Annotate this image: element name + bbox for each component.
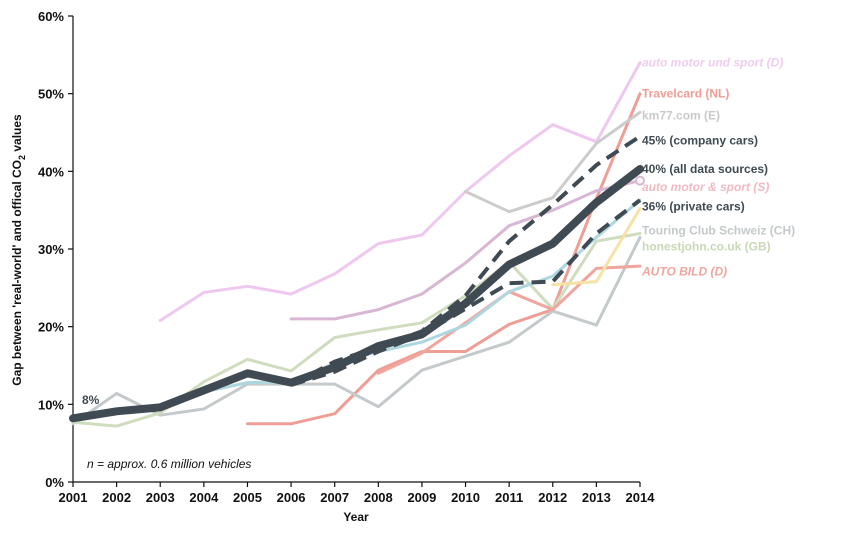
x-axis-title: Year <box>343 510 369 524</box>
series-lines <box>69 61 645 428</box>
y-tick-label: 60% <box>38 9 64 24</box>
x-tick-label: 2004 <box>189 490 219 505</box>
y-ticks: 0% 10% 20% 30% 40% 50% 60% <box>38 9 73 490</box>
y-tick-label: 50% <box>38 87 64 102</box>
series-line-spritmonitor-d <box>71 198 642 422</box>
series-line-touring-club-schweiz-ch <box>71 235 642 426</box>
y-tick-label: 10% <box>38 397 64 412</box>
series-label-touring-club-schweiz-ch: Touring Club Schweiz (CH) <box>642 223 795 237</box>
y-tick-label: 20% <box>38 320 64 335</box>
series-line-auto-motor-sport-s <box>289 179 642 321</box>
series-line-km77-com-e <box>464 110 642 214</box>
x-tick-label: 2007 <box>320 490 349 505</box>
y-axis-title-subscript: 2 <box>17 155 27 160</box>
series-line-45-company-cars <box>290 134 642 387</box>
series-label-40-all-data-sources: 40% (all data sources) <box>642 162 768 176</box>
x-tick-label: 2013 <box>582 490 611 505</box>
series-label-travelcard-nl: Travelcard (NL) <box>642 87 729 101</box>
y-axis-title: Gap between 'real-world' and offical CO2… <box>10 114 27 386</box>
x-tick-label: 2008 <box>364 490 393 505</box>
series-label-36-private-cars: 36% (private cars) <box>642 199 745 213</box>
series-label-45-company-cars: 45% (company cars) <box>642 133 758 147</box>
sample-size-note: n = approx. 0.6 million vehicles <box>87 457 251 471</box>
series-label-auto-motor-und-sport-d: auto motor und sport (D) <box>642 56 783 70</box>
series-label-honestjohn-co-uk-gb: honestjohn.co.uk (GB) <box>642 240 771 254</box>
x-tick-label: 2012 <box>538 490 567 505</box>
series-label-auto-motor-sport-s: auto motor & sport (S) <box>642 180 769 194</box>
y-axis-title-tail: values <box>10 114 24 155</box>
y-tick-label: 0% <box>45 475 64 490</box>
x-tick-label: 2001 <box>59 490 88 505</box>
y-tick-label: 30% <box>38 242 64 257</box>
y-axis-title-main: Gap between 'real-world' and offical CO <box>10 160 24 386</box>
x-tick-label: 2010 <box>451 490 480 505</box>
y-tick-label: 40% <box>38 164 64 179</box>
series-line-40-all-data-sources <box>69 165 644 423</box>
x-tick-label: 2014 <box>626 490 656 505</box>
x-ticks: 2001 2002 2003 2004 2005 2006 2007 2008 2009 2010… <box>59 482 656 505</box>
end-point-marker <box>635 175 645 186</box>
x-tick-label: 2005 <box>233 490 262 505</box>
x-tick-label: 2003 <box>146 490 175 505</box>
x-tick-label: 2002 <box>102 490 131 505</box>
x-tick-label: 2011 <box>495 490 523 505</box>
series-labels: auto motor und sport (D) Travelcard (NL) k… <box>641 56 795 279</box>
start-value-annotation: 8% <box>82 393 100 407</box>
x-tick-label: 2009 <box>407 490 436 505</box>
series-label-auto-bild-d: AUTO BILD (D) <box>641 265 727 279</box>
series-line-honestjohn-co-uk-gb <box>71 232 642 428</box>
series-line-travelcard-nl <box>246 92 642 426</box>
series-line-leaseplan-d <box>551 207 642 287</box>
series-label-km77-com-e: km77.com (E) <box>642 108 720 122</box>
x-tick-label: 2006 <box>277 490 306 505</box>
series-line-auto-motor-und-sport-d <box>158 61 642 322</box>
